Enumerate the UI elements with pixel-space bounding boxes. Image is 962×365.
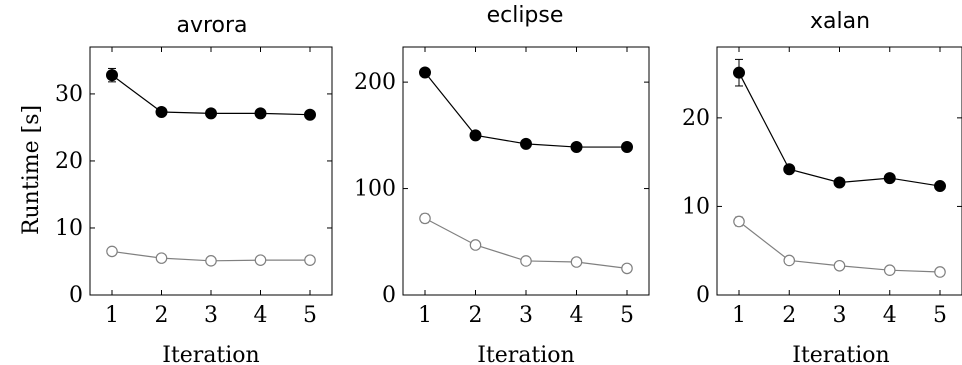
x-axis-label: Iteration — [477, 343, 574, 365]
data-point — [304, 254, 316, 266]
chart-panel-avrora: avrora Runtime [s] Iteration 1 2 3 4 5 0 10 20 3… — [19, 13, 333, 365]
y-tick-label: 200 — [354, 70, 396, 95]
data-point — [205, 107, 217, 120]
series-line — [424, 72, 627, 148]
data-point — [621, 262, 633, 275]
chart-title: avrora — [176, 13, 247, 38]
data-point — [883, 264, 896, 276]
chart-panel-xalan: xalan Iteration 1 2 3 4 5 0 10 20 — [682, 9, 962, 365]
x-tick-label: 2 — [155, 303, 169, 328]
x-tick-label: 4 — [570, 303, 584, 328]
x-tick-label: 5 — [933, 303, 947, 328]
y-tick-label: 100 — [354, 177, 396, 202]
data-point — [733, 66, 745, 79]
data-point — [520, 255, 532, 267]
data-point — [783, 254, 796, 267]
y-tick-label: 10 — [682, 194, 710, 219]
series-line — [738, 72, 941, 187]
y-axis-label: Runtime [s] — [19, 105, 44, 235]
data-point — [934, 266, 946, 278]
x-tick-label: 2 — [469, 303, 483, 328]
y-tick-label: 0 — [382, 283, 396, 308]
data-point — [469, 129, 482, 142]
plot-frame — [716, 46, 962, 296]
data-point — [833, 176, 846, 189]
x-tick-label: 5 — [303, 303, 317, 328]
x-tick-label: 3 — [519, 303, 533, 328]
data-point — [733, 215, 745, 228]
y-tick-label: 20 — [682, 106, 710, 131]
data-point — [106, 245, 118, 258]
x-tick-label: 1 — [732, 303, 746, 328]
chart-panel-eclipse: eclipse Iteration 1 2 3 4 5 0 100 200 — [354, 3, 650, 365]
x-tick-label: 1 — [418, 303, 432, 328]
y-tick-label: 20 — [55, 149, 83, 174]
data-point — [304, 108, 316, 121]
data-point — [570, 141, 583, 154]
data-point — [419, 66, 431, 79]
x-tick-label: 4 — [254, 303, 268, 328]
chart-title: xalan — [810, 9, 870, 34]
data-point — [883, 172, 896, 185]
y-tick-label: 0 — [69, 283, 83, 308]
data-point — [254, 254, 267, 266]
x-tick-label: 3 — [833, 303, 847, 328]
data-point — [934, 180, 946, 193]
x-tick-label: 2 — [782, 303, 796, 328]
data-point — [570, 256, 583, 268]
chart-title: eclipse — [487, 3, 564, 28]
data-point — [254, 107, 267, 120]
x-axis-label: Iteration — [792, 343, 889, 365]
data-point — [783, 163, 796, 176]
y-tick-label: 30 — [55, 82, 83, 107]
x-tick-label: 3 — [204, 303, 218, 328]
data-point — [419, 212, 431, 225]
data-point — [155, 252, 168, 264]
data-point — [155, 106, 168, 119]
y-tick-label: 10 — [55, 216, 83, 241]
data-point — [520, 137, 532, 150]
data-point — [106, 69, 118, 82]
x-tick-label: 5 — [620, 303, 634, 328]
x-tick-label: 4 — [883, 303, 897, 328]
data-point — [833, 259, 846, 272]
y-tick-label: 0 — [696, 283, 710, 308]
data-point — [621, 141, 633, 154]
x-axis-label: Iteration — [162, 343, 259, 365]
data-point — [469, 239, 482, 251]
data-point — [205, 255, 217, 267]
x-tick-label: 1 — [105, 303, 119, 328]
